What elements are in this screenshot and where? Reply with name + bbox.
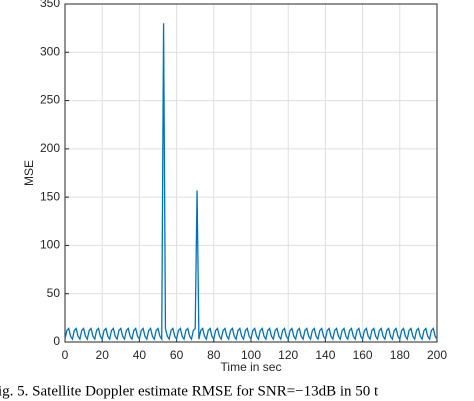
x-tick-label: 120: [278, 348, 298, 362]
x-axis-label: Time in sec: [221, 360, 282, 374]
plot-frame: [64, 3, 438, 343]
x-tick-label: 0: [62, 348, 69, 362]
x-tick-label: 180: [390, 348, 410, 362]
x-tick-label: 200: [427, 348, 447, 362]
y-tick-label: 200: [40, 141, 60, 155]
x-tick-label: 40: [133, 348, 147, 362]
data-line: [64, 23, 438, 342]
y-axis-label: MSE: [22, 160, 36, 186]
x-tick-label: 60: [170, 348, 184, 362]
y-tick-label: 250: [40, 93, 60, 107]
x-tick-label: 100: [241, 348, 261, 362]
y-tick-label: 150: [40, 189, 60, 203]
x-tick-label: 80: [207, 348, 221, 362]
y-tick-label: 0: [53, 334, 60, 348]
caption: ig. 5. Satellite Doppler estimate RMSE f…: [0, 383, 379, 399]
x-tick-label: 20: [96, 348, 110, 362]
x-tick-label: 160: [353, 348, 373, 362]
y-tick-label: 350: [40, 0, 60, 10]
y-tick-label: 50: [47, 286, 61, 300]
y-tick-label: 100: [40, 238, 60, 252]
y-tick-label: 300: [40, 44, 60, 58]
x-tick-label: 140: [315, 348, 335, 362]
